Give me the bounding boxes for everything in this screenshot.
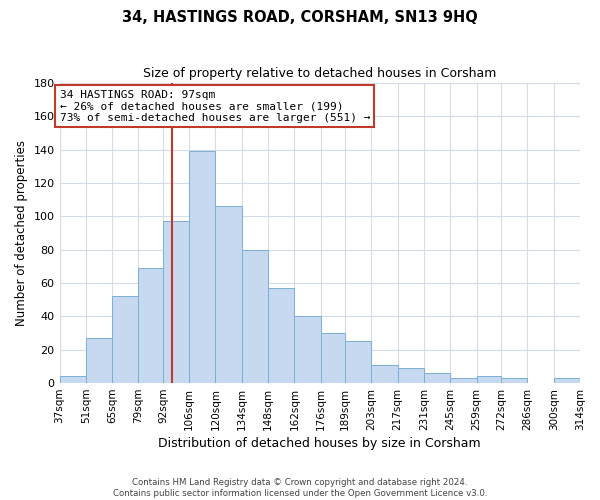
- Bar: [295, 316, 321, 383]
- Bar: [371, 364, 398, 383]
- Bar: [321, 333, 345, 383]
- Bar: [345, 342, 371, 383]
- Title: Size of property relative to detached houses in Corsham: Size of property relative to detached ho…: [143, 68, 496, 80]
- Bar: [163, 222, 189, 383]
- Bar: [424, 373, 451, 383]
- Bar: [451, 378, 476, 383]
- Y-axis label: Number of detached properties: Number of detached properties: [15, 140, 28, 326]
- Bar: [501, 378, 527, 383]
- Bar: [112, 296, 139, 383]
- Bar: [268, 288, 295, 383]
- Bar: [86, 338, 112, 383]
- Bar: [398, 368, 424, 383]
- Bar: [242, 250, 268, 383]
- Bar: [139, 268, 163, 383]
- Bar: [215, 206, 242, 383]
- Bar: [476, 376, 501, 383]
- X-axis label: Distribution of detached houses by size in Corsham: Distribution of detached houses by size …: [158, 437, 481, 450]
- Text: 34 HASTINGS ROAD: 97sqm
← 26% of detached houses are smaller (199)
73% of semi-d: 34 HASTINGS ROAD: 97sqm ← 26% of detache…: [59, 90, 370, 123]
- Bar: [189, 152, 215, 383]
- Bar: [59, 376, 86, 383]
- Text: 34, HASTINGS ROAD, CORSHAM, SN13 9HQ: 34, HASTINGS ROAD, CORSHAM, SN13 9HQ: [122, 10, 478, 25]
- Text: Contains HM Land Registry data © Crown copyright and database right 2024.
Contai: Contains HM Land Registry data © Crown c…: [113, 478, 487, 498]
- Bar: [554, 378, 580, 383]
